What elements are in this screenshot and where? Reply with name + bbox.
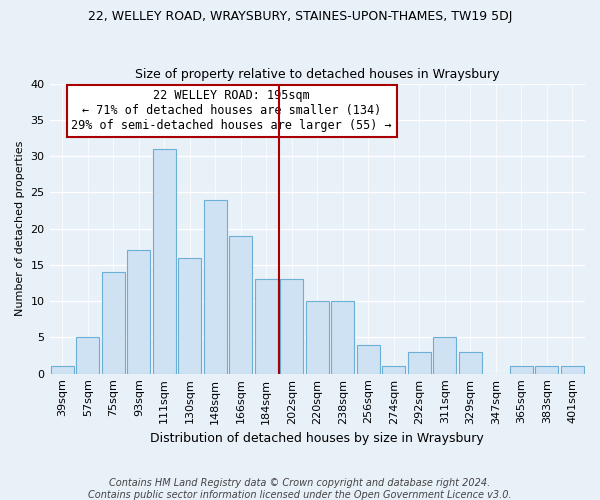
Bar	[178, 258, 201, 374]
Text: 22 WELLEY ROAD: 195sqm
← 71% of detached houses are smaller (134)
29% of semi-de: 22 WELLEY ROAD: 195sqm ← 71% of detached…	[71, 90, 392, 132]
Bar	[535, 366, 558, 374]
Bar	[433, 338, 456, 374]
Title: Size of property relative to detached houses in Wraysbury: Size of property relative to detached ho…	[135, 68, 500, 81]
Bar	[76, 338, 99, 374]
Text: 22, WELLEY ROAD, WRAYSBURY, STAINES-UPON-THAMES, TW19 5DJ: 22, WELLEY ROAD, WRAYSBURY, STAINES-UPON…	[88, 10, 512, 23]
Bar	[229, 236, 252, 374]
Bar	[306, 301, 329, 374]
Text: Contains HM Land Registry data © Crown copyright and database right 2024.
Contai: Contains HM Land Registry data © Crown c…	[88, 478, 512, 500]
Bar	[382, 366, 405, 374]
Bar	[102, 272, 125, 374]
Bar	[280, 280, 303, 374]
Bar	[408, 352, 431, 374]
Bar	[204, 200, 227, 374]
Bar	[255, 280, 278, 374]
Bar	[357, 344, 380, 374]
Bar	[51, 366, 74, 374]
Bar	[331, 301, 354, 374]
Bar	[127, 250, 150, 374]
Y-axis label: Number of detached properties: Number of detached properties	[15, 141, 25, 316]
Bar	[153, 149, 176, 374]
Bar	[459, 352, 482, 374]
Bar	[510, 366, 533, 374]
X-axis label: Distribution of detached houses by size in Wraysbury: Distribution of detached houses by size …	[151, 432, 484, 445]
Bar	[561, 366, 584, 374]
